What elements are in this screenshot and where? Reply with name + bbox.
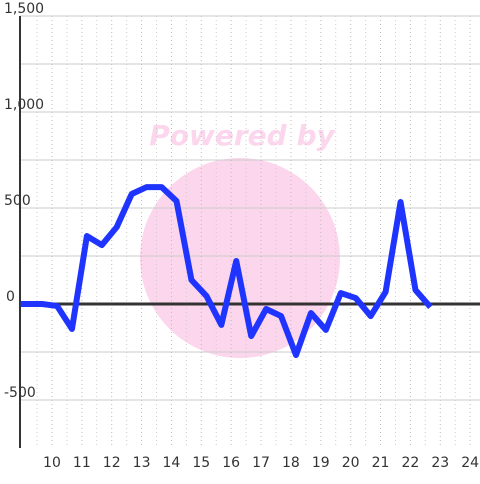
x-tick-label: 15 <box>192 455 210 471</box>
x-tick-label: 16 <box>222 455 240 471</box>
x-tick-label: 19 <box>312 455 330 471</box>
x-tick-label: 22 <box>401 455 419 471</box>
y-tick-label: 500 <box>4 193 31 209</box>
x-tick-label: 13 <box>133 455 151 471</box>
x-tick-label: 20 <box>342 455 360 471</box>
watermark-text: Powered by <box>149 119 336 152</box>
x-tick-label: 14 <box>163 455 181 471</box>
x-tick-label: 21 <box>372 455 390 471</box>
x-tick-label: 11 <box>73 455 91 471</box>
y-tick-label: 1,000 <box>4 97 44 113</box>
x-tick-label: 24 <box>461 455 479 471</box>
x-tick-label: 23 <box>431 455 449 471</box>
x-tick-label: 18 <box>282 455 300 471</box>
watermark-circle <box>140 158 340 358</box>
x-tick-label: 12 <box>103 455 121 471</box>
x-tick-label: 17 <box>252 455 270 471</box>
y-tick-label: 0 <box>6 289 15 305</box>
y-tick-label: 1,500 <box>4 1 44 17</box>
data-line <box>20 184 433 359</box>
x-tick-label: 10 <box>43 455 61 471</box>
